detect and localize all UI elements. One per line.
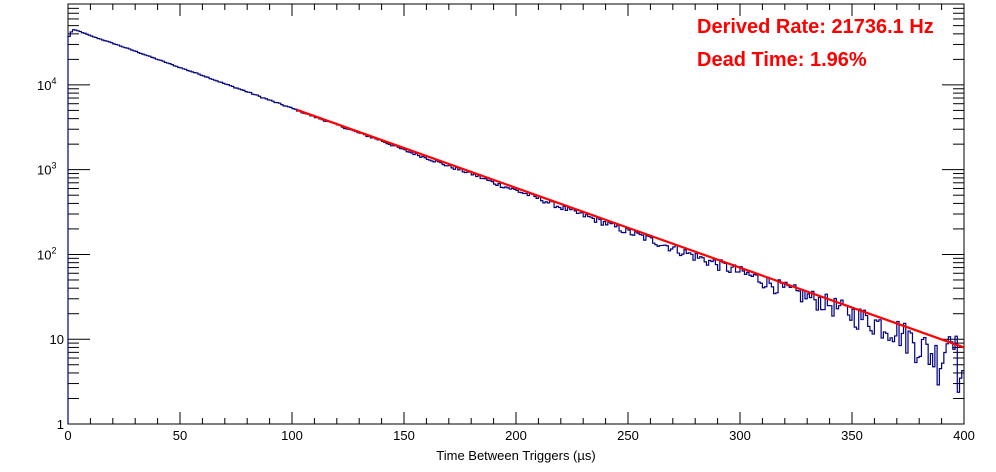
x-tick-label: 0 bbox=[64, 428, 71, 443]
x-axis-title: Time Between Triggers (µs) bbox=[436, 448, 595, 463]
y-tick-label: 10 bbox=[50, 332, 64, 347]
fit-series-line bbox=[296, 108, 965, 349]
y-tick-label: 104 bbox=[37, 76, 56, 93]
x-tick-label: 350 bbox=[841, 428, 863, 443]
derived-rate-annotation: Derived Rate: 21736.1 Hz bbox=[697, 16, 934, 38]
y-tick-label: 103 bbox=[37, 161, 56, 178]
x-tick-label: 400 bbox=[953, 428, 975, 443]
x-tick-label: 300 bbox=[729, 428, 751, 443]
y-axis: 1 10 102 103 104 bbox=[37, 3, 964, 432]
y-tick-label: 1 bbox=[57, 417, 64, 432]
x-tick-label: 200 bbox=[505, 428, 527, 443]
x-tick-label: 150 bbox=[393, 428, 415, 443]
x-tick-label: 250 bbox=[617, 428, 639, 443]
x-tick-label: 50 bbox=[173, 428, 187, 443]
histogram-series-line bbox=[67, 29, 964, 424]
dead-time-annotation: Dead Time: 1.96% bbox=[697, 49, 867, 71]
x-tick-label: 100 bbox=[281, 428, 303, 443]
x-axis: 0 50 100 150 200 250 300 350 400 bbox=[64, 4, 975, 443]
y-tick-label: 102 bbox=[37, 245, 56, 262]
